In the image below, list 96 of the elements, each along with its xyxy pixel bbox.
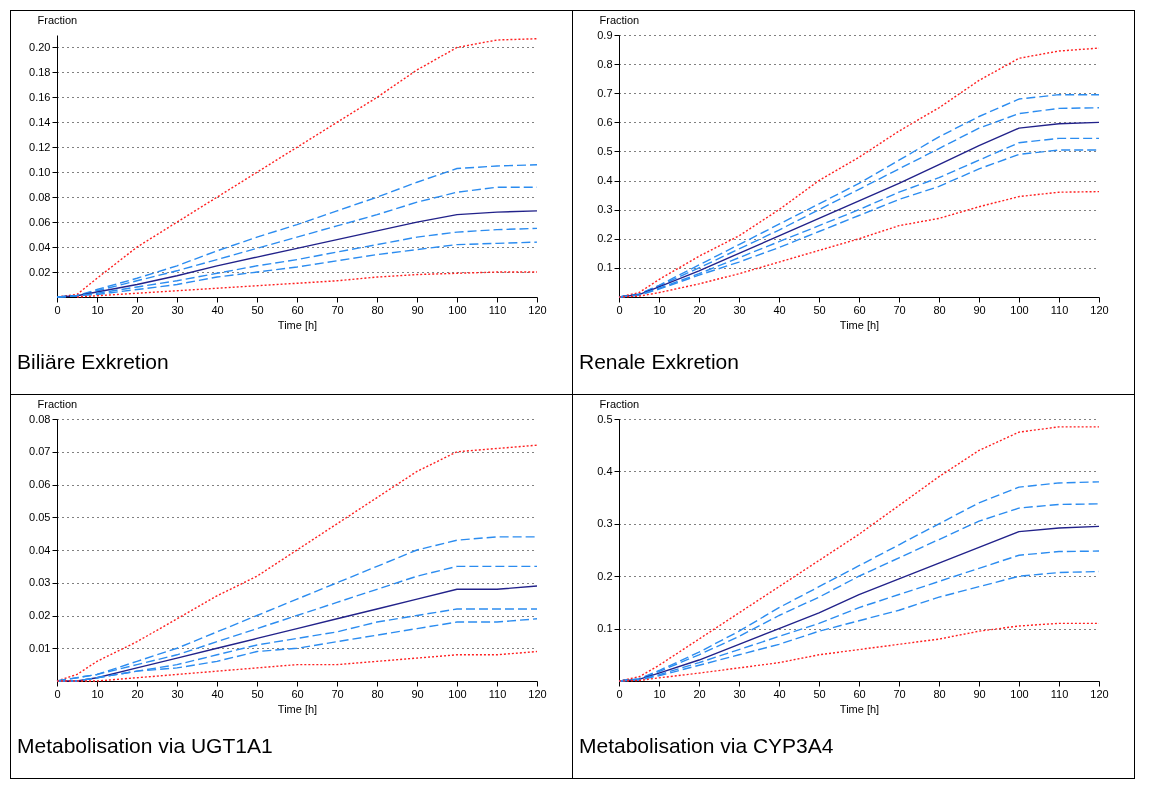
y-tick-label: 0.07 (29, 445, 51, 458)
y-axis-title: Fraction (37, 397, 78, 410)
x-tick-label: 70 (893, 687, 906, 700)
text: Renale Exkretion (579, 350, 739, 373)
y-tick-label: 0.6 (597, 115, 613, 128)
y-tick-label: 0.12 (29, 140, 51, 153)
x-tick-label: 120 (1090, 303, 1109, 316)
y-axis-title: Fraction (37, 13, 78, 26)
x-tick-label: 10 (91, 687, 104, 700)
x-tick-label: 50 (251, 303, 264, 316)
y-tick-label: 0.1 (597, 261, 613, 274)
y-tick-label: 0.8 (597, 57, 613, 70)
y-tick-label: 0.02 (29, 609, 51, 621)
text: Biliäre Exkretion (17, 350, 169, 373)
x-tick-label: 0 (54, 687, 61, 700)
x-tick-label: 0 (54, 303, 61, 316)
x-tick-label: 40 (211, 687, 224, 700)
text: Metabolisation via UGT1A1 (17, 734, 273, 757)
x-tick-label: 10 (653, 303, 666, 316)
x-tick-label: 100 (448, 687, 467, 700)
y-tick-label: 0.2 (597, 232, 613, 245)
y-tick-label: 0.4 (597, 174, 613, 187)
y-tick-label: 0.5 (597, 144, 613, 157)
x-tick-label: 50 (813, 687, 826, 700)
x-tick-label: 100 (1010, 687, 1029, 700)
x-tick-label: 30 (171, 303, 184, 316)
x-tick-label: 40 (773, 687, 786, 700)
x-tick-label: 20 (693, 687, 706, 700)
x-tick-label: 50 (813, 303, 826, 316)
x-tick-label: 100 (448, 303, 467, 316)
x-axis-title: Time [h] (839, 702, 880, 715)
y-tick-label: 0.16 (29, 90, 51, 103)
x-tick-label: 0 (616, 687, 623, 700)
x-axis-title: Time [h] (277, 702, 318, 715)
x-tick-label: 80 (371, 687, 384, 700)
x-axis-title: Time [h] (839, 318, 880, 331)
x-tick-label: 60 (291, 687, 304, 700)
x-tick-label: 20 (131, 687, 144, 700)
x-tick-label: 40 (211, 303, 224, 316)
x-tick-label: 60 (291, 303, 304, 316)
x-axis-title: Time [h] (277, 318, 318, 331)
y-tick-label: 0.9 (597, 28, 613, 41)
y-tick-label: 0.3 (597, 517, 613, 530)
x-tick-label: 90 (411, 303, 424, 316)
y-axis-title: Fraction (599, 397, 640, 410)
x-tick-label: 120 (528, 303, 547, 316)
x-tick-label: 30 (733, 303, 746, 316)
x-tick-label: 110 (488, 303, 507, 316)
y-tick-label: 0.18 (29, 65, 51, 78)
x-tick-label: 90 (973, 687, 986, 700)
y-tick-label: 0.3 (597, 203, 613, 216)
x-tick-label: 70 (893, 303, 906, 316)
y-tick-label: 0.10 (29, 165, 51, 178)
x-tick-label: 30 (733, 687, 746, 700)
x-tick-label: 70 (331, 687, 344, 700)
y-tick-label: 0.4 (597, 464, 613, 477)
x-tick-label: 80 (933, 303, 946, 316)
x-tick-label: 100 (1010, 303, 1029, 316)
y-tick-label: 0.14 (29, 115, 51, 128)
y-tick-label: 0.2 (597, 569, 613, 582)
y-tick-label: 0.06 (29, 215, 51, 228)
y-tick-label: 0.04 (29, 543, 51, 556)
x-tick-label: 120 (528, 687, 547, 700)
text: Metabolisation via CYP3A4 (579, 734, 834, 757)
x-tick-label: 110 (1050, 687, 1069, 700)
x-tick-label: 90 (973, 303, 986, 316)
x-tick-label: 60 (853, 687, 866, 700)
x-tick-label: 70 (331, 303, 344, 316)
x-tick-label: 90 (411, 687, 424, 700)
x-tick-label: 80 (371, 303, 384, 316)
y-tick-label: 0.04 (29, 240, 51, 253)
x-tick-label: 10 (653, 687, 666, 700)
y-tick-label: 0.20 (29, 40, 51, 53)
y-tick-label: 0.02 (29, 265, 51, 278)
x-tick-label: 80 (933, 687, 946, 700)
x-tick-label: 40 (773, 303, 786, 316)
y-tick-label: 0.08 (29, 412, 51, 425)
x-tick-label: 110 (488, 687, 507, 700)
y-tick-label: 0.7 (597, 86, 613, 99)
x-tick-label: 60 (853, 303, 866, 316)
y-tick-label: 0.03 (29, 576, 51, 589)
y-axis-title: Fraction (599, 13, 640, 26)
x-tick-label: 30 (171, 687, 184, 700)
x-tick-label: 20 (693, 303, 706, 316)
y-tick-label: 0.01 (29, 641, 51, 654)
x-tick-label: 120 (1090, 687, 1109, 700)
y-tick-label: 0.1 (597, 622, 613, 635)
x-tick-label: 20 (131, 303, 144, 316)
y-tick-label: 0.06 (29, 478, 51, 490)
y-tick-label: 0.05 (29, 510, 51, 523)
x-tick-label: 110 (1050, 303, 1069, 316)
x-tick-label: 50 (251, 687, 264, 700)
y-tick-label: 0.5 (597, 412, 613, 425)
y-tick-label: 0.08 (29, 190, 51, 203)
x-tick-label: 0 (616, 303, 623, 316)
x-tick-label: 10 (91, 303, 104, 316)
